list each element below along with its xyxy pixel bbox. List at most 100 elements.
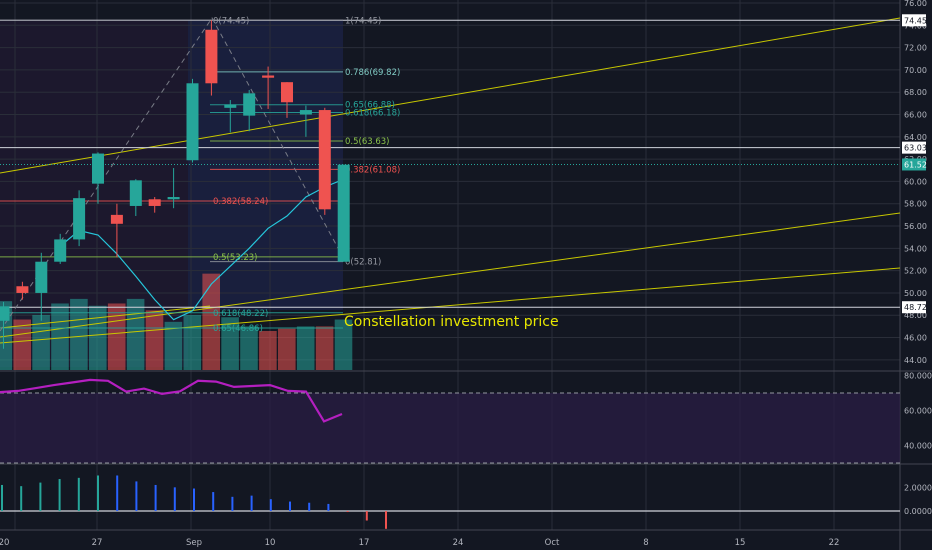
hist-bar xyxy=(154,484,157,512)
hist-bar xyxy=(193,488,195,512)
hist-bar xyxy=(250,495,253,512)
date-tick-label: 8 xyxy=(643,538,648,548)
price-tick-label: 68.00 xyxy=(904,88,927,97)
trend-line-lower xyxy=(0,267,901,344)
hist-bar xyxy=(39,482,42,512)
hist-bar xyxy=(346,511,349,513)
fib-right-label: 0.5(63.63) xyxy=(345,137,389,147)
rsi-tick-label: 60.0000 xyxy=(904,407,932,416)
volume-bar xyxy=(278,328,296,370)
price-tick-label: 44.00 xyxy=(904,356,927,365)
ema-series xyxy=(59,178,344,321)
volume-bar xyxy=(126,298,145,370)
histogram-panel xyxy=(0,475,900,529)
fib-left-label: 0(74.45) xyxy=(213,16,249,26)
fib-right-label: 0.382(61.08) xyxy=(345,165,400,175)
candle-body xyxy=(186,83,199,161)
hist-bar xyxy=(20,486,23,512)
hist-bar xyxy=(58,479,61,512)
price-tick-label: 72.00 xyxy=(904,44,927,53)
volume-bar xyxy=(145,310,164,370)
price-label-text: 48.72 xyxy=(904,303,927,312)
fib-right-label: 0.786(69.82) xyxy=(345,68,400,78)
candle-body xyxy=(205,29,218,84)
hist-bar xyxy=(77,477,80,512)
fib-left-label: 0.618(48.22) xyxy=(213,309,268,319)
price-tick-label: 58.00 xyxy=(904,200,927,209)
price-label-box xyxy=(902,14,926,27)
fib-right-label: 0(52.81) xyxy=(345,258,381,268)
fib-right-label: 0.65(66.88) xyxy=(345,101,395,111)
date-tick-label: 15 xyxy=(735,538,746,548)
volume-bar xyxy=(70,298,88,370)
candle-body xyxy=(281,82,293,103)
volume-bar xyxy=(13,319,31,370)
price-label-text: 63.03 xyxy=(904,144,927,153)
rsi-panel xyxy=(0,378,900,464)
hist-bar xyxy=(269,499,272,512)
trend-line-middle xyxy=(0,212,901,338)
volume-bar xyxy=(240,326,258,370)
hist-bar xyxy=(289,501,291,512)
ema-line xyxy=(59,178,344,321)
volume-bar xyxy=(296,326,315,370)
price-label-text: 61.52 xyxy=(904,160,927,169)
price-tick-label: 46.00 xyxy=(904,334,927,343)
candle-body xyxy=(318,110,331,210)
date-tick-label: Sep xyxy=(186,538,202,548)
candle-body xyxy=(148,199,161,206)
price-label-text: 74.45 xyxy=(904,16,927,25)
date-tick-label: Oct xyxy=(545,538,560,548)
candle-body xyxy=(299,110,312,115)
hist-bar xyxy=(173,487,176,512)
date-tick-label: 17 xyxy=(359,538,370,548)
fib-right-label: 1(74.45) xyxy=(345,16,381,26)
hist-bar xyxy=(1,484,3,512)
rsi-tick-label: 80.0000 xyxy=(904,372,932,381)
hist-bar xyxy=(365,511,368,521)
price-tick-label: 56.00 xyxy=(904,222,927,231)
hist-tick-label: 0.0000 xyxy=(904,507,932,516)
rsi-tick-label: 40.0000 xyxy=(904,442,932,451)
volume-bar xyxy=(89,305,107,370)
price-label-box xyxy=(902,141,926,154)
volume-bar xyxy=(183,314,202,370)
price-tick-label: 48.00 xyxy=(904,311,927,320)
price-tick-label: 50.00 xyxy=(904,289,927,298)
hist-bar xyxy=(97,475,99,512)
candle-body xyxy=(16,286,29,293)
hist-bar xyxy=(116,475,119,512)
hist-bar xyxy=(308,502,311,512)
hist-bar xyxy=(327,503,330,512)
fib-left-label: 0.5(53.23) xyxy=(213,253,257,263)
candle-body xyxy=(0,306,10,321)
rsi-band xyxy=(0,393,900,463)
candle-body xyxy=(110,214,123,224)
candle-body xyxy=(337,164,350,262)
volume-bar xyxy=(51,303,69,370)
hist-tick-label: 2.0000 xyxy=(904,483,932,492)
price-tick-label: 52.00 xyxy=(904,267,927,276)
fib-left-label: 0.65(46.86) xyxy=(213,324,263,334)
hist-bar xyxy=(212,492,215,512)
candles xyxy=(0,20,350,349)
volume-bar xyxy=(32,314,50,370)
hist-bar xyxy=(231,496,234,512)
price-tick-label: 70.00 xyxy=(904,66,927,75)
date-tick-label: 24 xyxy=(453,538,464,548)
trend-line-short xyxy=(0,305,211,329)
hist-bar xyxy=(135,481,138,512)
price-tick-label: 54.00 xyxy=(904,244,927,253)
price-tick-label: 76.00 xyxy=(904,0,927,8)
candle-body xyxy=(129,180,142,206)
rsi-series xyxy=(0,378,343,423)
volume-bar xyxy=(259,331,277,370)
fib-right-label: 0.618(66.18) xyxy=(345,109,400,119)
trend-lines xyxy=(0,17,901,344)
candle-body xyxy=(35,261,48,293)
candle-body xyxy=(167,197,180,200)
candle-body xyxy=(92,153,104,184)
candle-body xyxy=(243,93,256,116)
